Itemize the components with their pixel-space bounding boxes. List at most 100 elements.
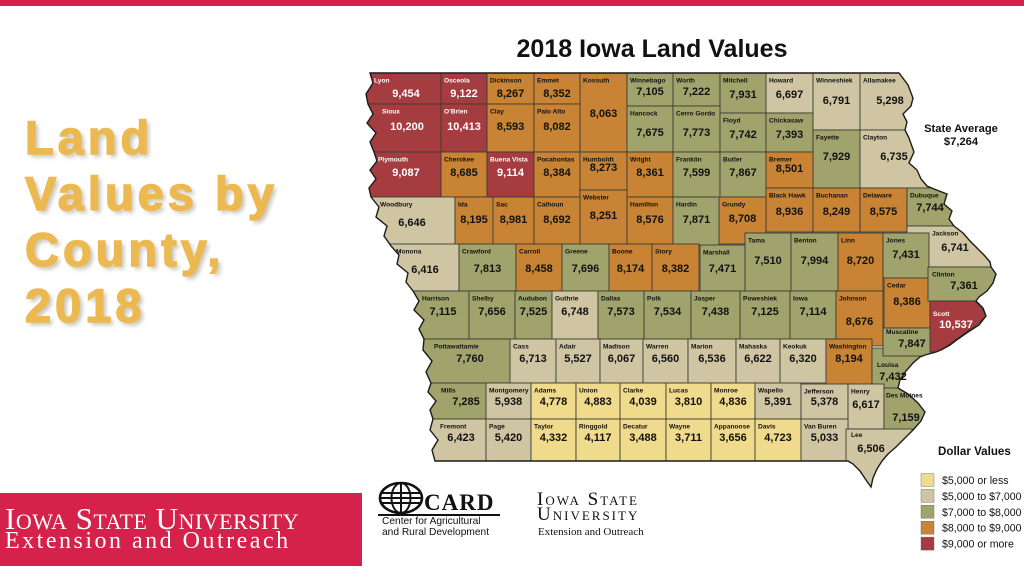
svg-text:8,352: 8,352 [543, 88, 571, 100]
svg-text:Calhoun: Calhoun [537, 202, 563, 209]
svg-text:8,194: 8,194 [835, 353, 863, 365]
svg-text:Jones: Jones [886, 238, 905, 245]
svg-text:Johnson: Johnson [839, 296, 866, 303]
svg-text:Muscatine: Muscatine [886, 329, 919, 336]
svg-text:7,573: 7,573 [607, 306, 635, 318]
svg-text:9,454: 9,454 [392, 88, 420, 100]
svg-text:8,685: 8,685 [450, 167, 478, 179]
svg-text:8,082: 8,082 [543, 121, 571, 133]
svg-text:3,656: 3,656 [719, 432, 747, 444]
svg-text:7,438: 7,438 [702, 306, 730, 318]
svg-text:8,273: 8,273 [590, 162, 618, 174]
svg-text:Tama: Tama [748, 238, 765, 245]
svg-text:8,720: 8,720 [847, 255, 875, 267]
svg-text:Marion: Marion [691, 344, 713, 351]
svg-text:Jasper: Jasper [694, 296, 716, 303]
svg-text:Davis: Davis [758, 424, 776, 431]
svg-text:Ida: Ida [458, 202, 468, 209]
svg-text:3,810: 3,810 [675, 396, 703, 408]
svg-text:6,748: 6,748 [561, 306, 589, 318]
svg-text:7,773: 7,773 [683, 127, 711, 139]
svg-text:Jackson: Jackson [932, 231, 958, 238]
svg-text:10,413: 10,413 [447, 121, 481, 133]
svg-text:Harrison: Harrison [422, 296, 449, 303]
svg-text:4,883: 4,883 [584, 396, 612, 408]
svg-text:Hardin: Hardin [676, 202, 697, 209]
svg-text:Adair: Adair [559, 344, 576, 351]
svg-text:Dubuque: Dubuque [910, 193, 939, 200]
svg-text:8,501: 8,501 [776, 163, 804, 175]
svg-text:Wapello: Wapello [758, 388, 783, 395]
svg-text:8,593: 8,593 [497, 121, 525, 133]
svg-text:8,386: 8,386 [893, 296, 921, 308]
svg-text:$5,000 or less: $5,000 or less [942, 475, 1009, 487]
svg-text:8,575: 8,575 [870, 206, 898, 218]
svg-text:$9,000 or more: $9,000 or more [942, 539, 1014, 551]
svg-text:Marshall: Marshall [703, 250, 730, 257]
svg-text:Poweshiek: Poweshiek [743, 296, 777, 303]
svg-text:7,431: 7,431 [892, 249, 920, 261]
svg-text:Henry: Henry [851, 389, 870, 396]
svg-text:Jefferson: Jefferson [804, 389, 834, 396]
svg-text:7,510: 7,510 [754, 255, 782, 267]
svg-text:Palo Alto: Palo Alto [537, 109, 565, 116]
svg-text:$5,000 to $7,000: $5,000 to $7,000 [942, 491, 1022, 503]
svg-text:Adams: Adams [534, 388, 556, 395]
svg-text:4,836: 4,836 [719, 396, 747, 408]
svg-text:Floyd: Floyd [723, 118, 741, 125]
svg-text:Dollar Values: Dollar Values [938, 445, 1011, 458]
svg-text:4,723: 4,723 [764, 432, 792, 444]
svg-text:Greene: Greene [565, 249, 588, 256]
svg-text:4,039: 4,039 [629, 396, 657, 408]
svg-text:7,222: 7,222 [683, 86, 711, 98]
svg-text:Pottawattamie: Pottawattamie [434, 344, 479, 351]
svg-text:$7,000 to $8,000: $7,000 to $8,000 [942, 507, 1022, 519]
svg-text:Monroe: Monroe [714, 388, 738, 395]
svg-text:4,778: 4,778 [540, 396, 568, 408]
svg-text:$8,000 to $9,000: $8,000 to $9,000 [942, 523, 1022, 535]
svg-text:Boone: Boone [612, 249, 633, 256]
svg-text:7,675: 7,675 [636, 127, 664, 139]
svg-text:6,320: 6,320 [789, 353, 817, 365]
svg-text:Black Hawk: Black Hawk [769, 193, 806, 200]
svg-text:Scott: Scott [933, 311, 950, 318]
svg-text:Louisa: Louisa [877, 362, 899, 369]
svg-text:Lucas: Lucas [669, 388, 688, 395]
svg-text:Taylor: Taylor [534, 424, 554, 431]
svg-text:Fremont: Fremont [440, 424, 467, 431]
svg-text:Audubon: Audubon [518, 296, 547, 303]
svg-text:9,122: 9,122 [450, 88, 478, 100]
svg-text:Clayton: Clayton [863, 135, 887, 142]
svg-text:7,534: 7,534 [654, 306, 682, 318]
svg-text:Kossuth: Kossuth [583, 78, 609, 85]
svg-text:Appanoose: Appanoose [714, 424, 750, 431]
svg-text:Polk: Polk [647, 296, 661, 303]
svg-text:7,125: 7,125 [751, 306, 779, 318]
svg-text:Winneshiek: Winneshiek [816, 78, 853, 85]
svg-text:8,708: 8,708 [729, 213, 757, 225]
svg-text:7,931: 7,931 [729, 89, 757, 101]
svg-text:Mahaska: Mahaska [739, 344, 767, 351]
svg-text:8,174: 8,174 [617, 263, 645, 275]
svg-text:Ringgold: Ringgold [579, 424, 608, 431]
svg-text:5,033: 5,033 [811, 432, 839, 444]
svg-text:10,537: 10,537 [939, 319, 973, 331]
svg-text:7,159: 7,159 [892, 412, 920, 424]
svg-text:7,432: 7,432 [879, 371, 907, 383]
svg-text:Cerro Gordo: Cerro Gordo [676, 111, 715, 118]
svg-text:8,267: 8,267 [497, 88, 525, 100]
svg-text:Buena Vista: Buena Vista [490, 157, 528, 164]
svg-text:8,692: 8,692 [543, 214, 571, 226]
svg-text:Allamakee: Allamakee [863, 78, 896, 85]
svg-text:Webster: Webster [583, 195, 609, 202]
svg-text:6,791: 6,791 [823, 95, 851, 107]
svg-text:7,696: 7,696 [572, 263, 600, 275]
svg-text:8,458: 8,458 [525, 263, 553, 275]
svg-text:Shelby: Shelby [472, 296, 494, 303]
svg-text:8,936: 8,936 [776, 206, 804, 218]
svg-text:7,105: 7,105 [636, 86, 664, 98]
svg-text:7,115: 7,115 [430, 306, 457, 318]
svg-text:3,711: 3,711 [675, 432, 702, 444]
svg-text:State Average: State Average [924, 123, 998, 135]
svg-text:Howard: Howard [769, 78, 793, 85]
